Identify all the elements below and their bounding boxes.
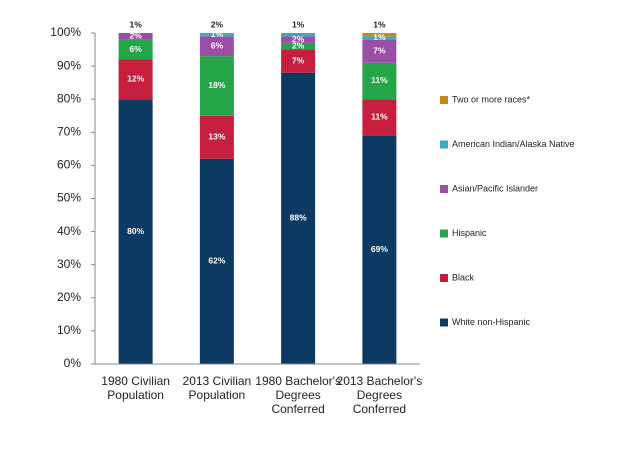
- bar-segment: [362, 99, 397, 136]
- bar-segment: [281, 72, 316, 364]
- bar-segment: [281, 42, 316, 50]
- bar-segment: [199, 115, 234, 159]
- legend-swatch: [440, 229, 448, 238]
- x-tick-label: Conferred: [271, 402, 324, 416]
- value-label: 2%: [129, 31, 142, 41]
- bar-segment: [118, 39, 153, 60]
- bar-segment: [118, 59, 153, 100]
- y-tick-label: 70%: [57, 124, 81, 138]
- bars: [118, 33, 397, 364]
- x-tick-label: 2013 Bachelor's: [337, 374, 423, 388]
- legend-swatch: [440, 140, 448, 149]
- bar-segment: [362, 39, 397, 63]
- legend-label: American Indian/Alaska Native: [452, 139, 575, 149]
- y-tick-label: 90%: [57, 58, 81, 72]
- bar-segment: [199, 158, 234, 364]
- bar-segment: [362, 62, 397, 100]
- value-label: 62%: [208, 256, 225, 266]
- value-label: 1%: [211, 29, 224, 39]
- bar-segment: [118, 99, 153, 364]
- value-label: 1%: [373, 19, 386, 29]
- y-tick-label: 0%: [64, 356, 82, 370]
- value-label: 6%: [129, 44, 142, 54]
- value-label: 7%: [373, 45, 386, 55]
- legend-label: Hispanic: [452, 228, 487, 238]
- value-label: 18%: [208, 80, 225, 90]
- value-label: 1%: [373, 32, 386, 42]
- value-label: 11%: [371, 75, 388, 85]
- x-tick-label: Degrees: [357, 388, 402, 402]
- value-label: 7%: [292, 55, 305, 65]
- bar-segment: [281, 49, 316, 73]
- y-tick-label: 50%: [57, 191, 81, 205]
- value-label: 1%: [292, 19, 305, 29]
- legend-swatch: [440, 318, 448, 327]
- x-tick-label: Conferred: [353, 402, 406, 416]
- value-label: 2%: [292, 40, 305, 50]
- bar-segment: [362, 135, 397, 364]
- x-tick-label: 1980 Bachelor's: [255, 374, 341, 388]
- value-label: 1%: [129, 19, 142, 29]
- y-tick-label: 80%: [57, 91, 81, 105]
- bar-segment: [281, 36, 316, 43]
- y-tick-label: 100%: [50, 25, 81, 39]
- y-tick-label: 20%: [57, 290, 81, 304]
- y-tick-label: 10%: [57, 323, 81, 337]
- legend-label: White non-Hispanic: [452, 317, 531, 327]
- value-label: 2%: [211, 19, 224, 29]
- legend-label: Black: [452, 272, 475, 282]
- value-label: 2%: [292, 34, 305, 44]
- legend-label: Two or more races*: [452, 94, 531, 104]
- legend-swatch: [440, 96, 448, 104]
- x-tick-label: 1980 Civilian: [101, 374, 170, 388]
- x-tick-label: Population: [189, 388, 246, 402]
- bar-segment: [118, 33, 153, 40]
- y-tick-label: 60%: [57, 158, 81, 172]
- x-tick-label: 2013 Civilian: [183, 374, 252, 388]
- bar-segment: [281, 33, 316, 37]
- value-label: 12%: [127, 74, 144, 84]
- bar-segment: [362, 33, 397, 37]
- value-label: 80%: [127, 226, 144, 236]
- value-label: 88%: [290, 213, 307, 223]
- y-tick-label: 40%: [57, 224, 81, 238]
- x-tick-label: Population: [107, 388, 164, 402]
- bar-segment: [199, 56, 234, 116]
- y-tick-label: 30%: [57, 257, 81, 271]
- bar-segment: [199, 36, 234, 57]
- value-label: 6%: [211, 40, 224, 50]
- bar-segment: [362, 36, 397, 40]
- value-label: 69%: [371, 244, 388, 254]
- bar-segment: [199, 33, 234, 37]
- legend-swatch: [440, 274, 448, 282]
- legend-label: Asian/Pacific Islander: [452, 183, 538, 193]
- value-label: 11%: [371, 112, 388, 122]
- value-label: 13%: [208, 132, 225, 142]
- x-tick-label: Degrees: [275, 388, 320, 402]
- legend-swatch: [440, 185, 448, 193]
